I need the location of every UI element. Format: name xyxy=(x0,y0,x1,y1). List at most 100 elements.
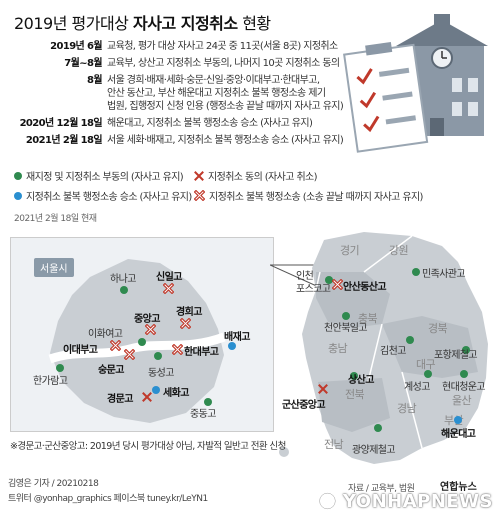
legend-item-x-solid: 지정취소 동의 (자사고 취소) xyxy=(194,168,318,183)
korea-map xyxy=(279,232,488,464)
school-label-gimcheon: 김천고 xyxy=(380,346,406,357)
school-label-cheonan: 천안북일고 xyxy=(324,323,368,334)
dongsung-marker-icon xyxy=(154,352,162,360)
region-jeonnam: 전남 xyxy=(324,438,344,451)
legend-item-x-outline: 지정취소 불복 행정소송 (소송 끝날 때까지 자사고 유지) xyxy=(194,188,423,203)
timeline-row: 7월~8월 교육부, 상산고 지정취소 부동의, 나머지 10곳 지정취소 동의 xyxy=(12,57,372,70)
region-chungbuk: 충북 xyxy=(358,312,378,325)
school-label-sehwa: 세화고 xyxy=(163,388,189,399)
school-label-hyundai: 현대청운고 xyxy=(442,382,486,393)
haeundae-marker-icon xyxy=(454,416,462,424)
timeline: 2019년 6월 교육청, 평가 대상 자사고 24곳 중 11곳(서울 8곳)… xyxy=(12,40,372,151)
legend-item-green: 재지정 및 지정취소 부동의 (자사고 유지) xyxy=(14,168,184,183)
seoul-tag: 서울시 xyxy=(34,258,74,277)
blue-dot-icon xyxy=(14,191,22,200)
timeline-date: 2021년 2월 18일 xyxy=(25,135,103,146)
handae-marker-icon xyxy=(172,344,183,355)
hana-marker-icon xyxy=(120,286,128,294)
timeline-date: 7월~8월 xyxy=(64,58,102,69)
timeline-row: 2020년 12월 18일 해운대고, 지정취소 불복 행정소송 승소 (자사고… xyxy=(12,117,372,130)
x-outline-icon xyxy=(194,190,205,201)
region-gyeonggi: 경기 xyxy=(340,244,360,257)
timeline-date: 2020년 12월 18일 xyxy=(19,118,103,129)
school-label-haeundae: 해운대고 xyxy=(441,429,476,440)
region-daegu: 대구 xyxy=(416,358,436,371)
idae-marker-icon xyxy=(110,340,121,351)
cheonan-marker-icon xyxy=(342,312,350,320)
timeline-row: 8월 서울 경희·배재·세화·숭문·신일·중앙·이대부고·한대부고, 안산 동산… xyxy=(12,74,372,113)
timeline-desc: 서울 경희·배재·세화·숭문·신일·중앙·이대부고·한대부고, 안산 동산고, … xyxy=(107,75,344,112)
school-label-ewha: 이화여고 xyxy=(88,329,123,340)
page-title: 2019년 평가대상 자사고 지정취소 현황 xyxy=(14,14,271,33)
school-label-hangaram: 한가람고 xyxy=(33,376,68,387)
school-label-handae: 한대부고 xyxy=(184,347,219,358)
jungdong-marker-icon xyxy=(204,398,212,406)
timeline-row: 2021년 2월 18일 서울 세화·배재고, 지정취소 불복 행정소송 승소 … xyxy=(12,134,372,147)
posco-pohang-marker-icon xyxy=(462,346,470,354)
school-label-jungang: 중앙고 xyxy=(134,314,160,325)
school-label-hana: 하나고 xyxy=(110,274,136,285)
credit: 김영은 기자 / 20210218 xyxy=(8,479,99,489)
kyunghee-marker-icon xyxy=(180,318,191,329)
brand: 연합뉴스 xyxy=(440,482,477,493)
minjok-marker-icon xyxy=(412,268,420,276)
school-label-baejae: 배재고 xyxy=(224,332,250,343)
seoul-map xyxy=(48,259,226,423)
region-gyeongnam: 경남 xyxy=(397,402,417,415)
school-checklist-illustration xyxy=(343,14,488,153)
timeline-date: 8월 xyxy=(87,75,103,86)
ewha-marker-icon xyxy=(138,338,146,346)
school-label-kyungmun: 경문고 xyxy=(107,394,133,405)
school-label-sangsan: 상산고 xyxy=(348,375,374,386)
school-label-ansan: 안산동산고 xyxy=(343,282,387,293)
hangaram-marker-icon xyxy=(56,364,64,372)
jungang-marker-icon xyxy=(145,324,156,335)
region-jeonbuk: 전북 xyxy=(345,388,365,401)
school-label-idae: 이대부고 xyxy=(63,345,98,356)
x-solid-icon xyxy=(194,171,204,181)
hyundai-marker-icon xyxy=(460,370,468,378)
kyungmun-marker-icon xyxy=(142,392,152,402)
sangsan-marker-icon xyxy=(350,372,358,380)
region-chungnam: 충남 xyxy=(328,342,348,355)
social-credit: 트위터 @yonhap_graphics 페이스북 tuney.kr/LeYN1 xyxy=(8,494,208,504)
school-label-gyesung: 계성고 xyxy=(404,382,430,393)
watermark: YONHAPNEWS xyxy=(318,488,493,514)
incheon-posco-marker-icon xyxy=(325,276,333,284)
footnote: ※경문고·군산중앙고: 2019년 당시 평가대상 아님, 자발적 일반고 전환… xyxy=(10,441,286,452)
baejae-marker-icon xyxy=(228,342,236,350)
timeline-desc: 교육청, 평가 대상 자사고 24곳 중 11곳(서울 8곳) 지정취소 xyxy=(107,41,338,52)
yonhap-logo-icon xyxy=(318,492,337,510)
timeline-row: 2019년 6월 교육청, 평가 대상 자사고 24곳 중 11곳(서울 8곳)… xyxy=(12,40,372,53)
gwangyang-marker-icon xyxy=(374,424,382,432)
source: 자료 / 교육부, 법원 xyxy=(348,484,415,494)
region-gyeongbuk: 경북 xyxy=(428,322,448,335)
timeline-date: 2019년 6월 xyxy=(50,41,102,52)
school-label-gunsan: 군산중앙고 xyxy=(282,400,326,411)
timeline-desc: 서울 세화·배재고, 지정취소 불복 행정소송 승소 (자사고 유지) xyxy=(107,135,344,146)
watermark-text: YONHAPNEWS xyxy=(342,490,493,512)
school-label-sungmun: 숭문고 xyxy=(98,365,124,376)
school-label-posco-pohang: 포항제철고 xyxy=(434,350,478,361)
sinil-marker-icon xyxy=(163,283,174,294)
gunsan-marker-icon xyxy=(318,384,328,394)
ansan-marker-icon xyxy=(332,279,343,290)
region-gangwon: 강원 xyxy=(389,244,409,257)
base-date: 2021년 2월 18일 현재 xyxy=(14,214,97,224)
timeline-desc: 교육부, 상산고 지정취소 부동의, 나머지 10곳 지정취소 동의 xyxy=(107,58,340,69)
timeline-desc: 해운대고, 지정취소 불복 행정소송 승소 (자사고 유지) xyxy=(107,118,313,129)
gimcheon-marker-icon xyxy=(406,336,414,344)
school-label-kyunghee: 경희고 xyxy=(176,307,202,318)
school-label-minjok: 민족사관고 xyxy=(422,269,466,280)
legend-item-blue: 지정취소 불복 행정소송 승소 (자사고 유지) xyxy=(14,188,192,203)
region-ulsan: 울산 xyxy=(452,394,472,407)
gyesung-marker-icon xyxy=(424,370,432,378)
school-label-dongsung: 동성고 xyxy=(148,368,174,379)
school-label-incheon-posco: 인천 포스코고 xyxy=(296,271,331,295)
sungmun-marker-icon xyxy=(124,349,135,360)
school-label-sinil: 신일고 xyxy=(156,272,182,283)
sehwa-marker-icon xyxy=(152,386,160,394)
green-dot-icon xyxy=(14,171,22,180)
school-label-jungdong: 중동고 xyxy=(190,409,216,420)
school-label-gwangyang: 광양제철고 xyxy=(352,445,396,456)
